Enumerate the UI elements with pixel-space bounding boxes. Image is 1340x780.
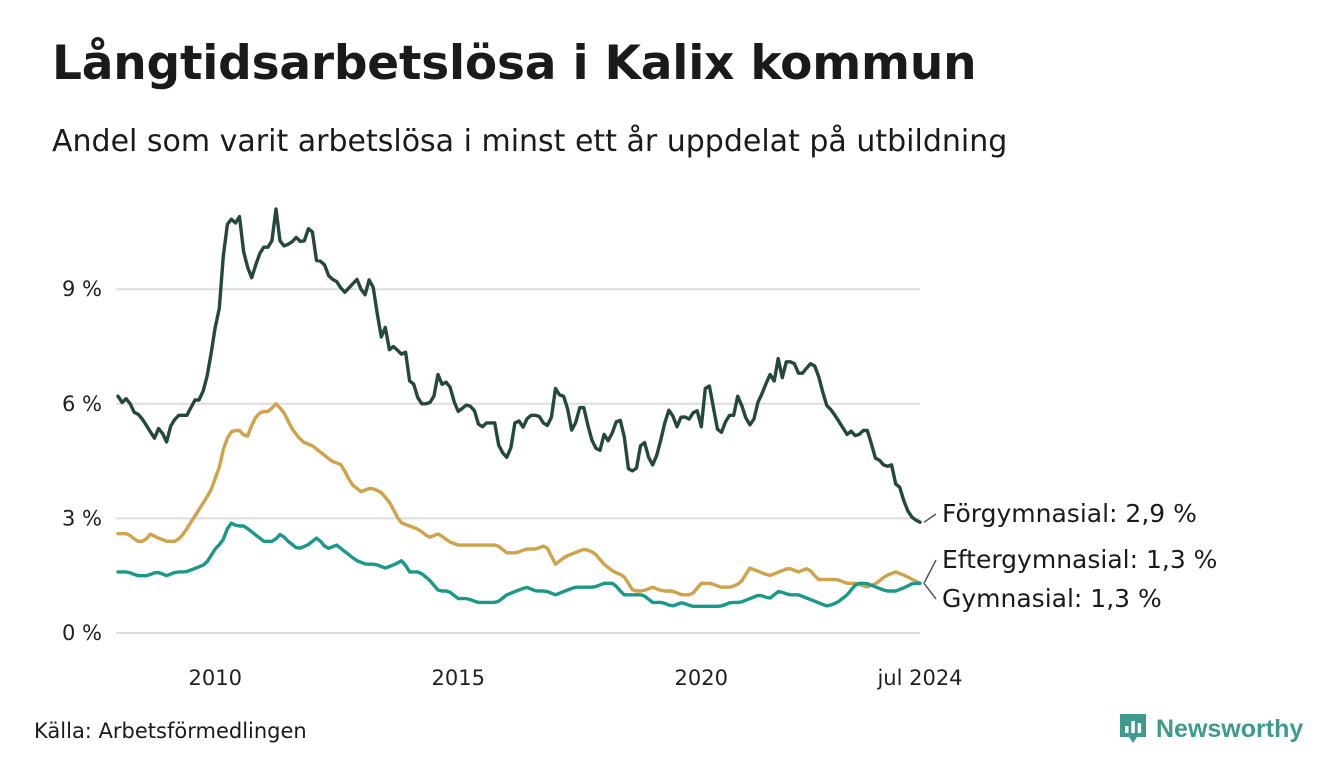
end-label-connector	[923, 559, 937, 584]
brand-name: Newsworthy	[1156, 714, 1304, 743]
series-line-förgymnasial	[116, 207, 922, 524]
grid-lines	[116, 288, 920, 634]
x-tick-label: 2020	[675, 666, 728, 690]
y-tick-label: 3 %	[62, 506, 102, 530]
x-tick-label: 2010	[188, 666, 241, 690]
series-end-labels: Förgymnasial: 2,9 % Eftergymnasial: 1,3 %…	[923, 499, 1217, 613]
brand-logo: Newsworthy	[1118, 712, 1303, 746]
y-tick-label: 9 %	[62, 277, 102, 301]
series-line-eftergymnasial	[116, 402, 922, 597]
series-lines	[116, 207, 922, 608]
x-tick-label: 2015	[432, 666, 485, 690]
end-label-gymnasial: Gymnasial: 1,3 %	[942, 584, 1162, 613]
newsworthy-logo-icon	[1120, 714, 1146, 743]
x-tick-label: jul 2024	[876, 666, 962, 690]
end-label-connector	[923, 513, 937, 523]
y-tick-label: 6 %	[62, 392, 102, 416]
y-axis: 0 % 3 % 6 % 9 %	[62, 277, 102, 645]
series-line-gymnasial	[116, 521, 922, 608]
end-label-connector	[923, 582, 937, 600]
chart-subtitle: Andel som varit arbetslösa i minst ett å…	[52, 124, 1008, 159]
end-label-eftergymnasial: Eftergymnasial: 1,3 %	[942, 545, 1217, 574]
source-note: Källa: Arbetsförmedlingen	[34, 719, 307, 743]
x-axis: 2010 2015 2020 jul 2024	[188, 666, 962, 690]
line-chart: 0 % 3 % 6 % 9 % 2010 2015 2020 jul 2024 Förgym…	[62, 207, 1217, 690]
end-label-förgymnasial: Förgymnasial: 2,9 %	[942, 499, 1197, 528]
chart-title: Långtidsarbetslösa i Kalix kommun	[52, 36, 977, 91]
y-tick-label: 0 %	[62, 621, 102, 645]
